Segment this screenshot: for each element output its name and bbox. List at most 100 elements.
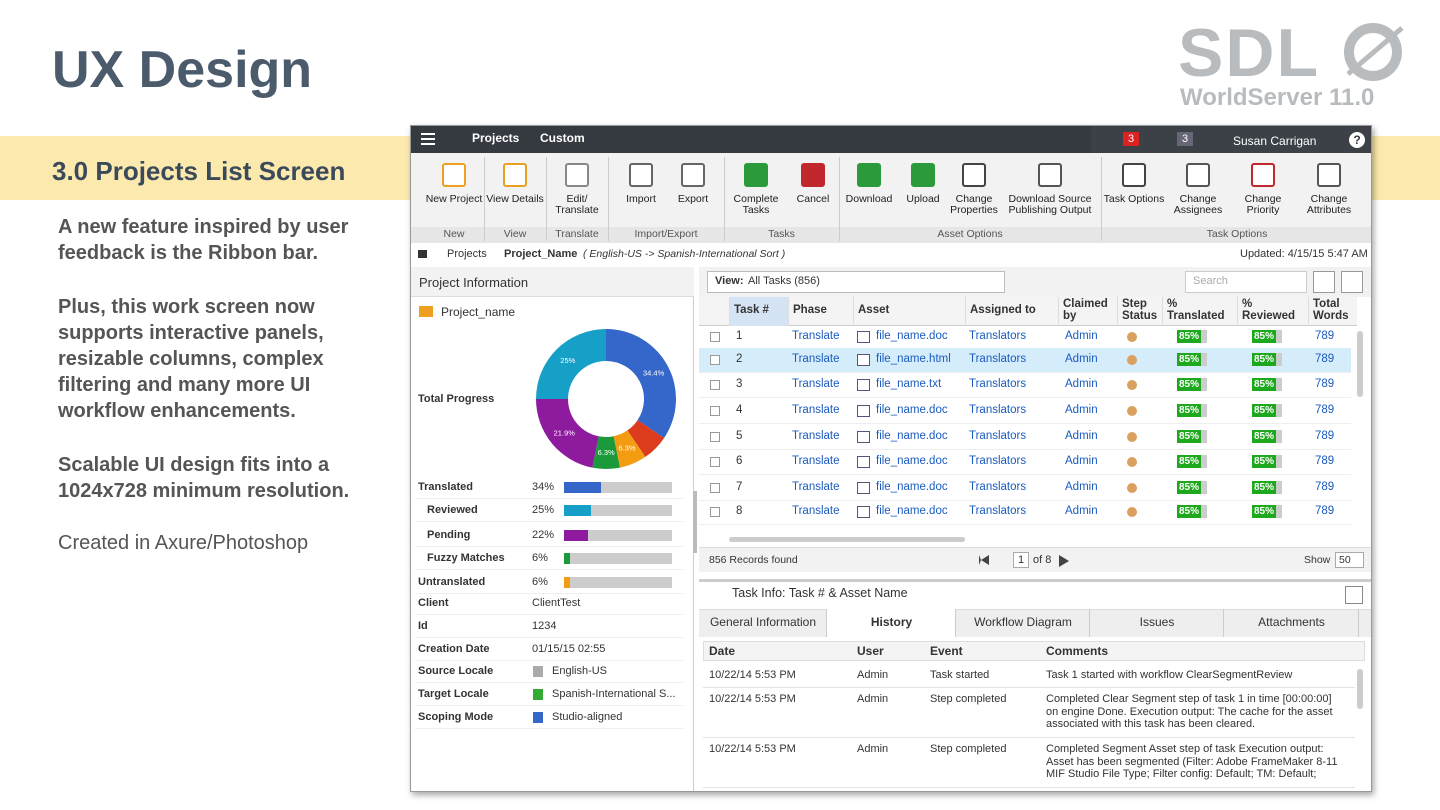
ribbon-group: Import/Export <box>634 228 698 240</box>
badge[interactable]: 3 <box>1123 132 1140 146</box>
status-icon <box>1127 332 1137 342</box>
donut-slice <box>536 329 606 399</box>
ribbon-button[interactable]: Export <box>677 193 709 205</box>
column-header[interactable]: Task # <box>734 304 769 316</box>
cell[interactable]: Admin <box>1065 430 1098 442</box>
column-header[interactable]: Assigned to <box>970 304 1036 316</box>
ribbon-button[interactable]: Import <box>626 193 656 205</box>
group-sep <box>839 157 840 241</box>
column-header[interactable]: % Translated <box>1167 298 1225 322</box>
cell[interactable]: 789 <box>1315 455 1335 467</box>
ribbon-button[interactable]: Task Options <box>1103 193 1165 205</box>
ribbon-button[interactable]: Download <box>845 193 893 205</box>
badge[interactable]: 3 <box>1177 132 1194 146</box>
cell[interactable]: Admin <box>1065 378 1098 390</box>
ribbon-button[interactable]: Upload <box>906 193 940 205</box>
cell[interactable]: Translators <box>969 330 1027 342</box>
cell[interactable]: Translate <box>792 330 840 342</box>
ribbon-icon <box>442 163 466 187</box>
cell[interactable]: Translate <box>792 378 840 390</box>
row-line <box>703 737 1355 738</box>
cell[interactable]: 789 <box>1315 404 1335 416</box>
crumb[interactable]: Projects <box>447 248 487 260</box>
cell[interactable]: file_name.txt <box>876 378 942 390</box>
user-name[interactable]: Susan Carrigan <box>1233 134 1317 148</box>
cell[interactable]: Admin <box>1065 330 1098 342</box>
cell[interactable]: Translate <box>792 430 840 442</box>
cell[interactable]: Translators <box>969 404 1027 416</box>
ribbon-button[interactable]: Change Assignees <box>1173 193 1223 216</box>
cell[interactable]: file_name.html <box>876 353 951 365</box>
percent-badge: 85% <box>1177 430 1208 443</box>
tab-label[interactable]: Workflow Diagram <box>974 615 1072 629</box>
column-header[interactable]: Step Status <box>1122 298 1158 322</box>
ribbon-button[interactable]: Change Attributes <box>1306 193 1352 216</box>
cell[interactable]: Admin <box>1065 353 1098 365</box>
cell: 1 <box>736 330 743 342</box>
column-header[interactable]: Total Words <box>1313 298 1349 322</box>
cell[interactable]: file_name.doc <box>876 481 948 493</box>
cell[interactable]: Admin <box>1065 455 1098 467</box>
cell[interactable]: file_name.doc <box>876 430 948 442</box>
column-header[interactable]: % Reviewed <box>1242 298 1296 322</box>
ribbon-button[interactable]: View Details <box>486 193 544 205</box>
top-tab[interactable]: Projects <box>472 131 520 145</box>
column-header[interactable]: Asset <box>858 304 890 316</box>
cell[interactable]: Admin <box>1065 481 1098 493</box>
cell[interactable]: Translators <box>969 505 1027 517</box>
cell[interactable]: Admin <box>1065 404 1098 416</box>
ribbon-button[interactable]: Cancel <box>796 193 830 205</box>
row-line <box>415 660 683 661</box>
ribbon-icon <box>911 163 935 187</box>
cell[interactable]: Admin <box>1065 505 1098 517</box>
cell[interactable]: file_name.doc <box>876 330 948 342</box>
cell[interactable]: Translate <box>792 481 840 493</box>
cell[interactable]: Translators <box>969 455 1027 467</box>
help[interactable]: ? <box>1349 132 1365 148</box>
cell[interactable]: Translators <box>969 353 1027 365</box>
ribbon-button[interactable]: Download Source Publishing Output <box>1008 193 1092 216</box>
history-cell: Task started <box>930 669 990 681</box>
cell[interactable]: Translate <box>792 404 840 416</box>
cell[interactable]: 789 <box>1315 353 1335 365</box>
cell[interactable]: 789 <box>1315 430 1335 442</box>
tab-label[interactable]: General Information <box>709 615 817 629</box>
column-header[interactable]: Phase <box>793 304 827 316</box>
cell[interactable]: 789 <box>1315 378 1335 390</box>
column-header[interactable]: Claimed by <box>1063 298 1108 322</box>
cell[interactable]: 789 <box>1315 330 1335 342</box>
ribbon-button[interactable]: Complete Tasks <box>733 193 779 216</box>
progress-track <box>564 505 672 516</box>
cell[interactable]: Translators <box>969 430 1027 442</box>
cell[interactable]: file_name.doc <box>876 404 948 416</box>
ribbon-button[interactable]: Change Properties <box>950 193 998 216</box>
page-input[interactable]: 1 <box>1013 552 1030 568</box>
cell[interactable]: Translate <box>792 455 840 467</box>
view-value[interactable]: All Tasks (856) <box>748 275 820 287</box>
ribbon-button[interactable]: New Project <box>425 193 483 205</box>
donut-slice <box>627 420 665 457</box>
cell[interactable]: Translate <box>792 353 840 365</box>
top-tab[interactable]: Custom <box>540 131 585 145</box>
cell[interactable]: file_name.doc <box>876 505 948 517</box>
cell[interactable]: 789 <box>1315 481 1335 493</box>
cell[interactable]: file_name.doc <box>876 455 948 467</box>
file-icon <box>857 482 870 494</box>
show-value[interactable]: 50 <box>1335 552 1364 568</box>
tab-label[interactable]: Issues <box>1139 615 1175 629</box>
tab-label[interactable]: Attachments <box>1258 615 1325 629</box>
splitter <box>693 491 697 553</box>
file-icon <box>857 431 870 443</box>
cell[interactable]: 789 <box>1315 505 1335 517</box>
cell: 4 <box>736 404 743 416</box>
cell[interactable]: Translators <box>969 378 1027 390</box>
cell[interactable]: Translators <box>969 481 1027 493</box>
ribbon-button[interactable]: Change Priority <box>1244 193 1282 216</box>
search-placeholder[interactable]: Search <box>1193 275 1228 287</box>
cell[interactable]: Translate <box>792 505 840 517</box>
progress-bar <box>564 505 591 516</box>
tab-label[interactable]: History <box>870 615 913 629</box>
ribbon-button[interactable]: Edit/ Translate <box>555 193 599 216</box>
crumb[interactable]: Project_Name <box>504 248 578 260</box>
history-cell: 10/22/14 5:53 PM <box>709 743 796 755</box>
